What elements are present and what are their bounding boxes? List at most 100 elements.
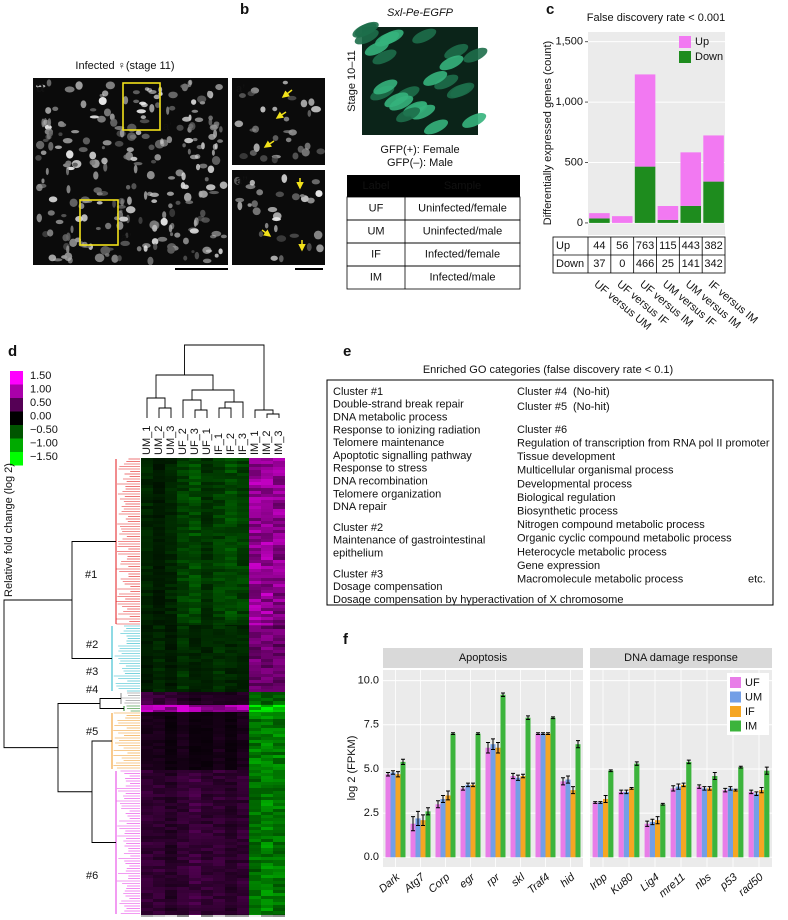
heatmap-texture (141, 674, 153, 677)
heatmap-texture (249, 782, 261, 785)
heatmap-texture (273, 725, 285, 728)
heatmap-texture (189, 689, 201, 692)
heatmap-texture (273, 575, 285, 578)
heatmap-texture (177, 695, 189, 698)
heatmap-texture (141, 710, 153, 713)
heatmap-texture (141, 773, 153, 776)
bar (701, 788, 707, 858)
error-bar (546, 732, 550, 735)
heatmap-texture (213, 848, 225, 851)
heatmap-texture (213, 803, 225, 806)
heatmap-cell (189, 458, 201, 625)
heatmap-texture (273, 881, 285, 884)
heatmap-texture (249, 650, 261, 653)
heatmap-texture (249, 611, 261, 614)
heatmap-texture (213, 707, 225, 710)
heatmap-texture (249, 593, 261, 596)
heatmap-texture (213, 629, 225, 632)
cell-blob (307, 109, 312, 117)
bar (575, 744, 581, 858)
heatmap-texture (249, 500, 261, 503)
heatmap-texture (273, 461, 285, 464)
heatmap-texture (273, 677, 285, 680)
heatmap-texture (201, 518, 213, 521)
heatmap-texture (261, 752, 273, 755)
heatmap-texture (165, 461, 177, 464)
error-bar (411, 816, 415, 832)
cell-blob (170, 232, 174, 237)
heatmap-texture (153, 596, 165, 599)
heatmap-texture (201, 686, 213, 689)
heatmap-texture (201, 572, 213, 575)
count-table-cell: 56 (616, 240, 628, 252)
heatmap-texture (165, 878, 177, 881)
bar (618, 791, 624, 858)
heatmap-texture (249, 461, 261, 464)
heatmap-texture (273, 629, 285, 632)
heatmap-texture (189, 758, 201, 761)
heatmap-cell (141, 458, 153, 625)
heatmap-texture (201, 467, 213, 470)
heatmap-texture (261, 668, 273, 671)
heatmap-texture (261, 509, 273, 512)
heatmap-texture (153, 908, 165, 911)
heatmap-texture (213, 761, 225, 764)
heatmap-texture (249, 542, 261, 545)
heatmap-texture (165, 788, 177, 791)
heatmap-texture (189, 794, 201, 797)
heatmap-texture (201, 512, 213, 515)
cell-blob (166, 136, 173, 144)
heatmap-texture (153, 785, 165, 788)
heatmap-texture (273, 599, 285, 602)
heatmap-texture (213, 716, 225, 719)
heatmap-texture (165, 701, 177, 704)
heatmap-texture (153, 728, 165, 731)
heatmap-texture (153, 506, 165, 509)
heatmap-texture (261, 470, 273, 473)
heatmap-texture (201, 842, 213, 845)
heatmap-texture (141, 824, 153, 827)
heatmap-texture (225, 866, 237, 869)
heatmap-texture (201, 764, 213, 767)
heatmap-texture (213, 623, 225, 626)
bar (495, 747, 501, 858)
heatmap-texture (249, 524, 261, 527)
heatmap-texture (213, 896, 225, 899)
heatmap-texture (261, 674, 273, 677)
heatmap-texture (237, 662, 249, 665)
cell-blob (307, 197, 315, 204)
cell-blob (98, 191, 109, 196)
heatmap-cell (273, 692, 285, 705)
heatmap-texture (249, 710, 261, 713)
heatmap-texture (201, 623, 213, 626)
heatmap-texture (213, 890, 225, 893)
heatmap-texture (201, 803, 213, 806)
heatmap-texture (237, 725, 249, 728)
heatmap-texture (261, 854, 273, 857)
heatmap-texture (177, 485, 189, 488)
heatmap-texture (153, 836, 165, 839)
heatmap-texture (261, 641, 273, 644)
heatmap-texture (273, 761, 285, 764)
cluster-label: #3 (86, 666, 98, 678)
heatmap-texture (201, 644, 213, 647)
cell-blob (89, 108, 97, 112)
heatmap-texture (213, 608, 225, 611)
color-key (10, 398, 23, 412)
heatmap-texture (165, 749, 177, 752)
heatmap-texture (213, 659, 225, 662)
heatmap-texture (189, 905, 201, 908)
heatmap-texture (153, 776, 165, 779)
heatmap-texture (225, 677, 237, 680)
cell-blob (89, 151, 97, 160)
heatmap-texture (261, 581, 273, 584)
cell-blob (264, 222, 269, 229)
heatmap-texture (201, 569, 213, 572)
heatmap-texture (165, 518, 177, 521)
heatmap-texture (153, 500, 165, 503)
heatmap-texture (261, 830, 273, 833)
bar (644, 823, 650, 858)
cell-blob (94, 253, 105, 263)
heatmap-texture (261, 713, 273, 716)
heatmap-texture (237, 509, 249, 512)
